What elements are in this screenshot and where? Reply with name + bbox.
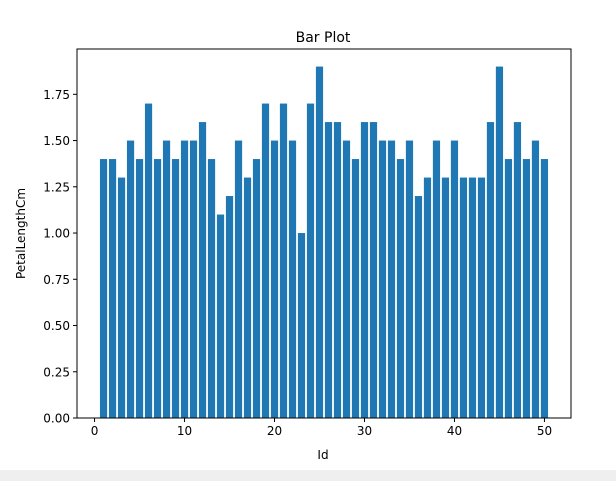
bar-12 bbox=[198, 122, 207, 418]
bar-7 bbox=[153, 159, 162, 419]
bar-19 bbox=[261, 103, 270, 419]
bar-35 bbox=[405, 140, 414, 418]
x-tick-label: 40 bbox=[447, 424, 462, 438]
bar-44 bbox=[486, 122, 495, 418]
bar-36 bbox=[414, 196, 423, 418]
plot-frame bbox=[76, 48, 572, 419]
bar-49 bbox=[531, 140, 540, 418]
bar-30 bbox=[360, 122, 369, 418]
bar-28 bbox=[342, 140, 351, 418]
bar-2 bbox=[108, 159, 117, 419]
bar-18 bbox=[252, 159, 261, 419]
y-tick-label: 0.50 bbox=[43, 319, 70, 333]
bar-10 bbox=[180, 140, 189, 418]
bar-chart: Bar Plot 0 10 20 30 40 50 0.00 0.25 0.50 0.75 1.0… bbox=[14, 30, 572, 462]
bar-5 bbox=[135, 159, 144, 419]
bar-39 bbox=[441, 177, 450, 418]
bar-6 bbox=[144, 103, 153, 419]
bar-1 bbox=[99, 159, 108, 419]
bar-25 bbox=[315, 66, 324, 419]
bar-48 bbox=[522, 159, 531, 419]
bar-17 bbox=[243, 177, 252, 418]
x-tick-label: 30 bbox=[357, 424, 372, 438]
bar-14 bbox=[216, 214, 225, 418]
y-tick-label: 1.75 bbox=[43, 88, 70, 102]
bar-43 bbox=[477, 177, 486, 418]
bar-29 bbox=[351, 159, 360, 419]
x-axis: 0 10 20 30 40 50 bbox=[91, 418, 552, 438]
x-tick-label: 20 bbox=[267, 424, 282, 438]
y-axis-label: PetalLengthCm bbox=[14, 188, 28, 279]
bar-46 bbox=[504, 159, 513, 419]
bar-41 bbox=[459, 177, 468, 418]
y-tick-label: 1.50 bbox=[43, 134, 70, 148]
y-tick-label: 1.00 bbox=[43, 227, 70, 241]
bar-27 bbox=[333, 122, 342, 418]
bar-50 bbox=[540, 159, 549, 419]
bar-38 bbox=[432, 140, 441, 418]
bar-34 bbox=[396, 159, 405, 419]
bar-22 bbox=[288, 140, 297, 418]
bar-4 bbox=[126, 140, 135, 418]
bar-31 bbox=[369, 122, 378, 418]
y-tick-label: 1.25 bbox=[43, 180, 70, 194]
chart-title: Bar Plot bbox=[296, 30, 351, 46]
y-tick-label: 0.00 bbox=[43, 412, 70, 426]
chart-figure: Bar Plot 0 10 20 30 40 50 0.00 0.25 0.50 0.75 1.0… bbox=[14, 30, 572, 462]
bar-32 bbox=[378, 140, 387, 418]
y-tick-label: 0.25 bbox=[43, 365, 70, 379]
x-tick-label: 50 bbox=[537, 424, 552, 438]
footer-strip bbox=[0, 470, 616, 481]
bar-26 bbox=[324, 122, 333, 418]
x-tick-label: 0 bbox=[91, 424, 99, 438]
bar-24 bbox=[306, 103, 315, 419]
bar-42 bbox=[468, 177, 477, 418]
bar-33 bbox=[387, 140, 396, 418]
bar-8 bbox=[162, 140, 171, 418]
y-tick-label: 0.75 bbox=[43, 273, 70, 287]
bar-15 bbox=[225, 196, 234, 418]
bar-40 bbox=[450, 140, 459, 418]
bar-23 bbox=[297, 233, 306, 418]
y-axis: 0.00 0.25 0.50 0.75 1.00 1.25 1.50 1.75 bbox=[43, 88, 77, 426]
bar-45 bbox=[495, 66, 504, 419]
x-axis-label: Id bbox=[317, 448, 328, 462]
bar-37 bbox=[423, 177, 432, 418]
bar-11 bbox=[189, 140, 198, 418]
bar-3 bbox=[117, 177, 126, 418]
bar-9 bbox=[171, 159, 180, 419]
bar-16 bbox=[234, 140, 243, 418]
bars-group bbox=[99, 66, 549, 419]
bar-13 bbox=[207, 159, 216, 419]
bar-47 bbox=[513, 122, 522, 418]
bar-21 bbox=[279, 103, 288, 419]
x-tick-label: 10 bbox=[177, 424, 192, 438]
bar-20 bbox=[270, 140, 279, 418]
